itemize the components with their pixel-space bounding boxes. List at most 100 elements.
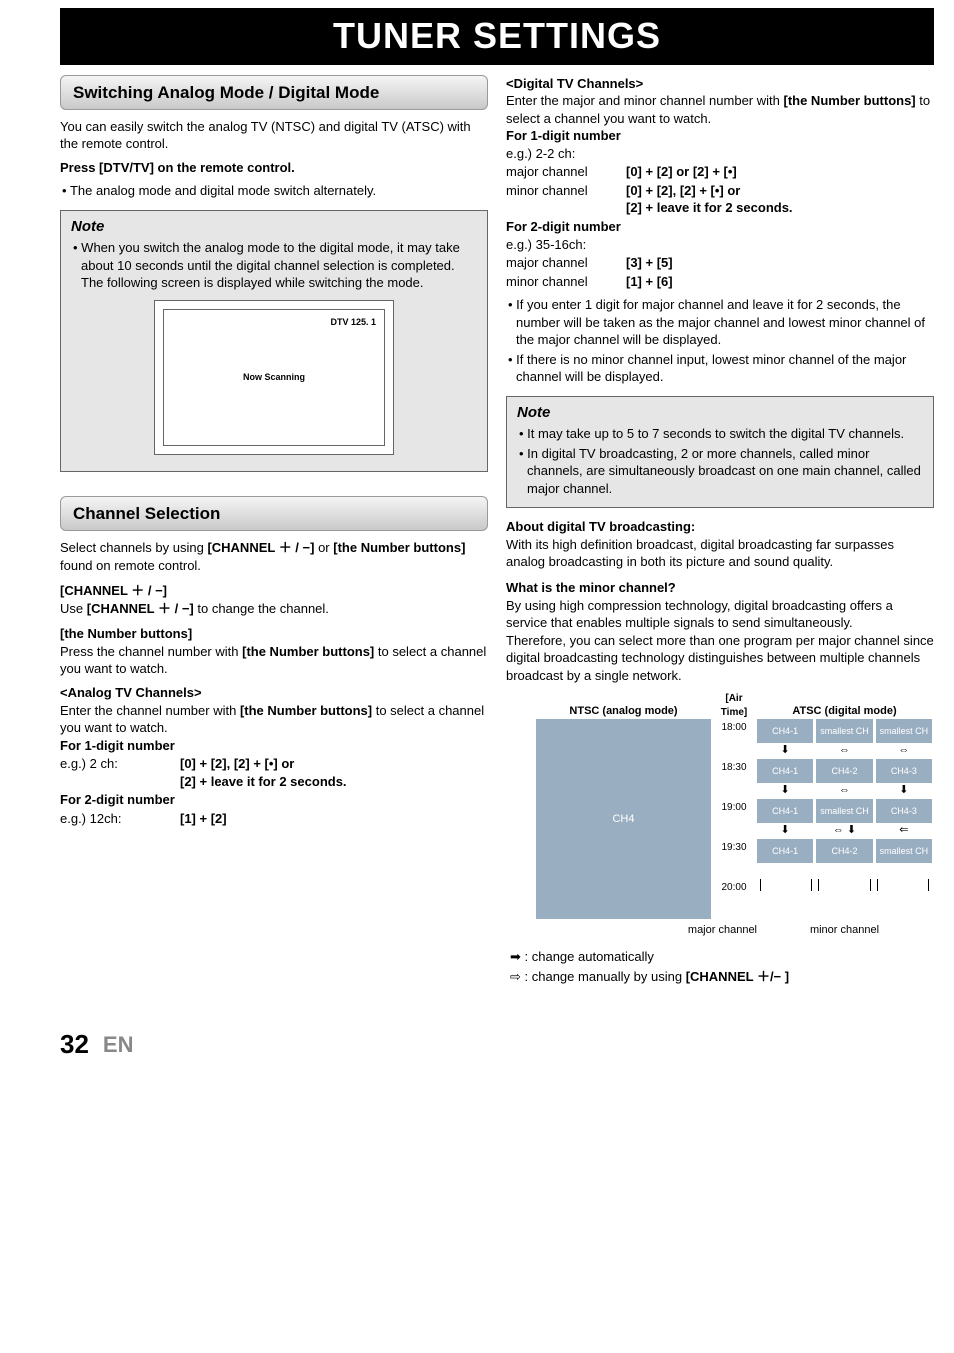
minor-label-2: minor channel <box>506 273 606 291</box>
text: [CHANNEL ＋ / −] <box>207 540 314 555</box>
text: [the Number buttons] <box>240 703 372 718</box>
digital-channels-head: <Digital TV Channels> <box>506 75 934 93</box>
text: Use <box>60 601 87 616</box>
ntsc-header: NTSC (analog mode) <box>536 704 711 719</box>
text: Press the channel number with <box>60 644 242 659</box>
major-label-2: major channel <box>506 254 606 272</box>
time-1830: 18:30 <box>711 759 757 799</box>
screen-channel-label: DTV 125. 1 <box>330 316 376 328</box>
minor-val-1a: [0] + [2], [2] + [•] or <box>626 182 793 200</box>
text: to change the channel. <box>194 601 329 616</box>
text: found on remote control. <box>60 558 201 573</box>
arrow-lr-icon: ⇔ <box>816 744 872 759</box>
note-1-bullet: When you switch the analog mode to the d… <box>71 239 477 292</box>
analog-channels-text: Enter the channel number with [the Numbe… <box>60 702 488 737</box>
text: [the Number buttons] <box>333 540 465 555</box>
arrow-right-solid-icon: ➡ <box>510 949 521 964</box>
note-2-bullet-2: In digital TV broadcasting, 2 or more ch… <box>517 445 923 498</box>
note-1-head: Note <box>61 211 487 237</box>
major-label-1: major channel <box>506 163 606 181</box>
major-channel-label: major channel <box>536 923 757 938</box>
minor-label-1: minor channel <box>506 182 606 217</box>
airtime-header: [Air Time] <box>711 692 757 719</box>
note-2-head: Note <box>507 397 933 423</box>
time-1800: 18:00 <box>711 719 757 759</box>
section-switching-mode-head: Switching Analog Mode / Digital Mode <box>60 75 488 110</box>
for-1digit-head: For 1-digit number <box>60 737 488 755</box>
switching-intro: You can easily switch the analog TV (NTS… <box>60 118 488 153</box>
text: Enter the major and minor channel number… <box>506 93 783 108</box>
ntsc-ch4-box: CH4 <box>536 719 711 919</box>
cell-ch42: CH4-2 <box>816 759 872 783</box>
switching-bullet-1: The analog mode and digital mode switch … <box>60 182 488 200</box>
time-1930: 19:30 <box>711 839 757 879</box>
atsc-header: ATSC (digital mode) <box>757 704 932 719</box>
minor-channel-label: minor channel <box>757 923 932 938</box>
airtime-column: 18:00 18:30 19:00 19:30 20:00 <box>711 719 757 919</box>
minor-val-2: [1] + [6] <box>626 273 673 291</box>
content-columns: Switching Analog Mode / Digital Mode You… <box>0 75 954 988</box>
eg-35-16ch: e.g.) 35-16ch: <box>506 236 934 254</box>
number-buttons-text: Press the channel number with [the Numbe… <box>60 643 488 678</box>
scanning-screen: DTV 125. 1 Now Scanning <box>154 300 394 455</box>
for-1digit-head-r: For 1-digit number <box>506 127 934 145</box>
major-val-1: [0] + [2] or [2] + [•] <box>626 163 737 181</box>
channel-updown-head: [CHANNEL ＋ / −] <box>60 582 488 600</box>
number-buttons-head: [the Number buttons] <box>60 625 488 643</box>
text: Select channels by using <box>60 540 207 555</box>
cell-ch42: CH4-2 <box>816 839 872 863</box>
right-column: <Digital TV Channels> Enter the major an… <box>506 75 934 988</box>
switching-bullet-list: The analog mode and digital mode switch … <box>60 182 488 200</box>
about-dtv-head: About digital TV broadcasting: <box>506 518 934 536</box>
chsel-intro: Select channels by using [CHANNEL ＋ / −]… <box>60 539 488 574</box>
minor-channel-p1: By using high compression technology, di… <box>506 597 934 632</box>
section-channel-selection-head: Channel Selection <box>60 496 488 531</box>
minor-row-1: minor channel [0] + [2], [2] + [•] or [2… <box>506 182 934 217</box>
eg-2ch-label: e.g.) 2 ch: <box>60 755 160 790</box>
arrow-down-icon: ⬇ <box>757 744 813 759</box>
arrow-right-outline-icon: ⇨ <box>510 969 521 984</box>
legend-auto: ➡ : change automatically <box>510 948 930 966</box>
arrow-lr-icon: ⇔ <box>816 784 872 799</box>
text: [CHANNEL ＋/− ] <box>686 969 789 984</box>
major-row-2: major channel [3] + [5] <box>506 254 934 272</box>
digital-bullet-1: If you enter 1 digit for major channel a… <box>506 296 934 349</box>
cell-ch43: CH4-3 <box>876 799 932 823</box>
for-2digit-head-r: For 2-digit number <box>506 218 934 236</box>
analog-channels-head: <Analog TV Channels> <box>60 684 488 702</box>
page-title: TUNER SETTINGS <box>60 8 934 65</box>
text: [the Number buttons] <box>242 644 374 659</box>
arrow-lr-icon: ⇔ <box>876 744 932 759</box>
eg-2ch-row: e.g.) 2 ch: [0] + [2], [2] + [•] or [2] … <box>60 755 488 790</box>
channel-updown-text: Use [CHANNEL ＋ / −] to change the channe… <box>60 600 488 618</box>
eg-12ch-row: e.g.) 12ch: [1] + [2] <box>60 810 488 828</box>
text: : change automatically <box>521 949 654 964</box>
cell-ch41: CH4-1 <box>757 799 813 823</box>
cell-ch41: CH4-1 <box>757 759 813 783</box>
atsc-column: CH4-1 smallest CH smallest CH ⬇⇔⇔ CH4-1 … <box>757 719 932 919</box>
note-box-2: Note It may take up to 5 to 7 seconds to… <box>506 396 934 508</box>
major-val-2: [3] + [5] <box>626 254 673 272</box>
arrow-lr-icon: ⇔ ⬇ <box>816 824 872 839</box>
cell-smallest: smallest CH <box>876 719 932 743</box>
minor-channel-p2: Therefore, you can select more than one … <box>506 632 934 685</box>
legend-manual: ⇨ : change manually by using [CHANNEL ＋/… <box>510 968 930 986</box>
channel-diagram: NTSC (analog mode) [Air Time] ATSC (digi… <box>536 692 934 938</box>
cell-ch41: CH4-1 <box>757 839 813 863</box>
arrow-lr-icon: ⇐ <box>876 824 932 839</box>
screen-status-label: Now Scanning <box>243 371 305 383</box>
arrow-down-icon: ⬇ <box>757 824 813 839</box>
cell-smallest: smallest CH <box>816 799 872 823</box>
eg-12ch-v: [1] + [2] <box>180 810 227 828</box>
press-dtv-tv: Press [DTV/TV] on the remote control. <box>60 159 488 177</box>
page-footer: 32 EN <box>0 987 954 1082</box>
text: [the Number buttons] <box>783 93 915 108</box>
left-column: Switching Analog Mode / Digital Mode You… <box>60 75 488 988</box>
eg-12ch-label: e.g.) 12ch: <box>60 810 160 828</box>
minor-val-1b: [2] + leave it for 2 seconds. <box>626 199 793 217</box>
eg-2ch-v2: [2] + leave it for 2 seconds. <box>180 773 347 791</box>
text: : change manually by using <box>521 969 686 984</box>
diagram-legend: ➡ : change automatically ⇨ : change manu… <box>510 948 930 985</box>
language-code: EN <box>103 1030 134 1060</box>
cell-ch41: CH4-1 <box>757 719 813 743</box>
